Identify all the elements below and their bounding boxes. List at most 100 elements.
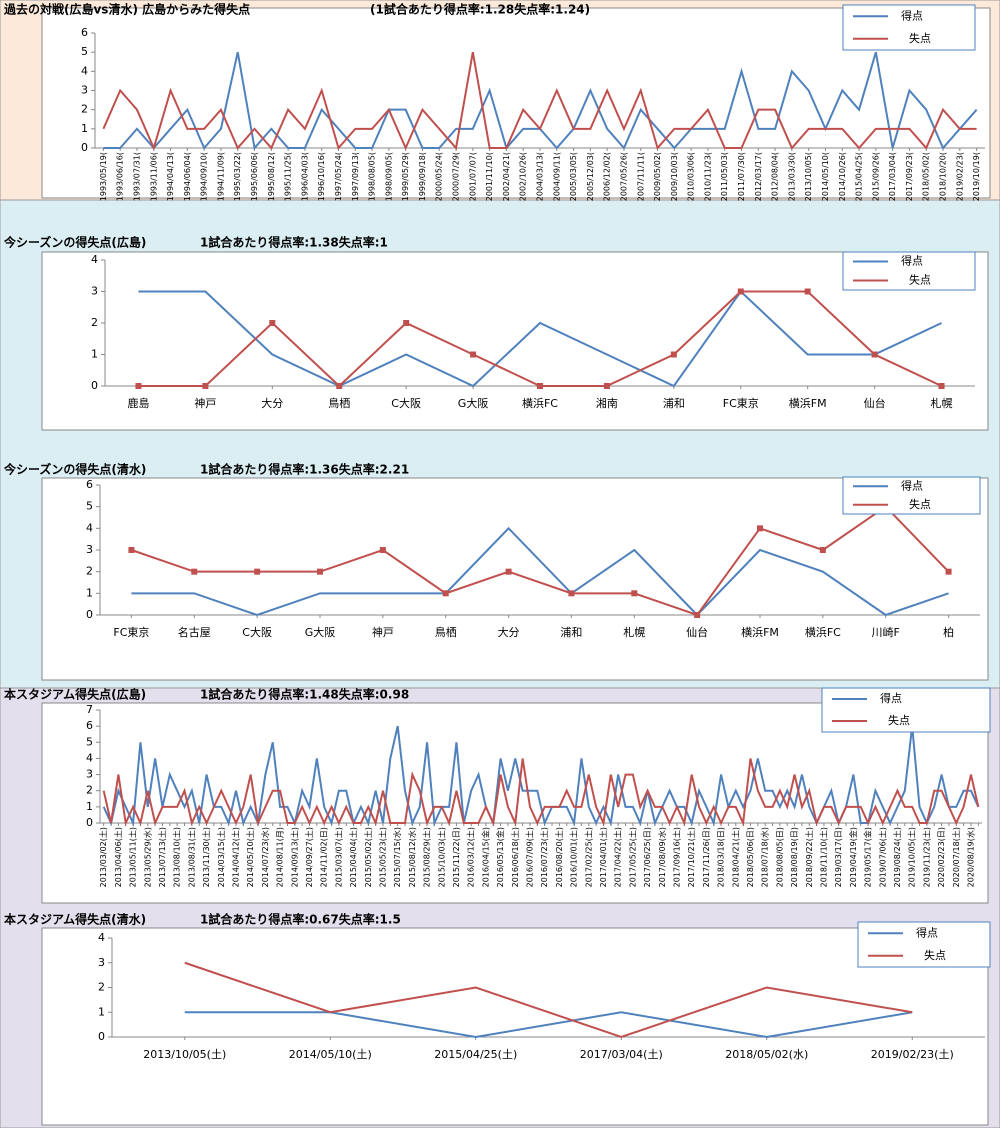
x-tick-label: 1993/06/16( — [116, 152, 125, 201]
x-tick-label: 2018/03/18(日) — [717, 827, 726, 887]
y-tick-label: 2 — [86, 565, 93, 578]
series-line — [131, 505, 950, 617]
x-tick-label: 1996/04/03( — [300, 152, 309, 201]
x-tick-label: 1999/05/29( — [401, 152, 410, 201]
x-tick-label: 2001/11/10( — [485, 152, 494, 201]
x-tick-label: 浦和 — [560, 626, 582, 639]
series-line — [102, 725, 980, 827]
y-tick-label: 2 — [91, 316, 98, 329]
chart-subtitle: 1試合あたり得点率:1.36失点率:2.21 — [200, 462, 409, 477]
x-tick-label: 2016/03/12(土) — [466, 827, 476, 887]
x-tick-label: 1997/05/24( — [334, 152, 343, 201]
x-tick-label: 1994/06/04( — [183, 152, 192, 201]
series-line — [131, 526, 949, 617]
y-tick-label: 0 — [98, 1030, 105, 1043]
x-tick-label: 2004/03/13( — [536, 152, 545, 201]
x-tick-label: 神戸 — [194, 396, 216, 410]
legend-label: 失点 — [909, 274, 931, 287]
x-tick-label: 2007/05/26( — [619, 152, 628, 201]
point-marker — [631, 590, 638, 597]
legend-box — [842, 4, 976, 51]
point-marker — [945, 568, 952, 575]
x-tick-label: 1998/08/05( — [368, 152, 377, 201]
y-tick-label: 3 — [91, 285, 98, 298]
y-tick-label: 3 — [86, 543, 93, 556]
x-tick-label: 1998/09/05( — [384, 152, 393, 201]
x-tick-label: 2016/08/20(土) — [554, 827, 564, 887]
y-tick-label: 6 — [86, 478, 93, 491]
x-tick-label: 2014/11/02(日) — [320, 827, 329, 887]
point-marker — [135, 383, 142, 389]
point-marker — [694, 612, 701, 618]
x-tick-label: 2014/05/10(土) — [245, 827, 255, 887]
x-tick-label: 1995/06/06( — [250, 152, 259, 201]
chart-area — [41, 702, 989, 904]
x-tick-label: 2019/11/23(土) — [921, 827, 931, 887]
x-tick-label: 鳥栖 — [328, 396, 350, 410]
x-tick-label: 2017/04/01(土) — [598, 827, 608, 887]
x-tick-label: 札幌 — [931, 396, 953, 410]
chart-title: 今シーズンの得失点(清水) — [3, 462, 146, 477]
x-tick-label: 2009/10/03( — [670, 152, 679, 201]
y-tick-label: 1 — [81, 122, 88, 135]
y-tick-label: 4 — [86, 521, 93, 534]
x-tick-label: 2015/04/25( — [855, 152, 864, 201]
x-tick-label: 2015/07/15(水) — [392, 827, 402, 887]
x-tick-label: 2018/04/21(土) — [730, 827, 740, 887]
x-tick-label: 2018/05/02( — [922, 152, 931, 201]
point-marker — [938, 383, 945, 389]
x-tick-label: 神戸 — [372, 625, 394, 639]
x-tick-label: 2018/05/06(日) — [746, 827, 755, 887]
x-tick-label: 1993/07/31( — [132, 152, 141, 201]
chart-subtitle: 1試合あたり得点率:1.48失点率:0.98 — [200, 687, 409, 702]
x-tick-label: 2014/08/11(月) — [276, 827, 285, 887]
x-tick-label: 2018/07/18(水) — [760, 827, 770, 887]
x-tick-label: 1996/10/16( — [317, 152, 326, 201]
x-tick-label: 2013/03/02(土) — [98, 827, 108, 887]
x-tick-label: G大阪 — [458, 396, 489, 410]
point-marker — [191, 568, 198, 575]
x-tick-label: 2001/07/07( — [468, 152, 477, 201]
x-tick-label: 2015/04/25(土) — [434, 1048, 517, 1061]
y-tick-label: 3 — [86, 768, 93, 781]
y-tick-label: 3 — [98, 956, 105, 969]
y-tick-label: 1 — [86, 586, 93, 599]
x-tick-label: 1995/08/12( — [267, 152, 276, 201]
x-tick-label: 2016/04/15(金) — [480, 827, 490, 887]
y-tick-label: 5 — [81, 45, 88, 58]
x-tick-label: 2012/03/17( — [754, 152, 763, 201]
x-tick-label: 2005/03/05( — [569, 152, 578, 201]
x-tick-label: 横浜FC — [522, 396, 558, 410]
point-marker — [537, 383, 543, 389]
legend-box — [842, 251, 976, 291]
x-tick-label: 2016/07/09(土) — [524, 827, 534, 887]
x-tick-label: 2000/07/29( — [452, 152, 461, 201]
x-tick-label: 2013/08/10(土) — [172, 827, 182, 887]
legend-label: 失点 — [924, 949, 946, 962]
x-tick-label: 2014/09/27(土) — [304, 827, 314, 887]
x-tick-label: C大阪 — [391, 396, 421, 410]
point-marker — [871, 351, 878, 358]
x-tick-label: 仙台 — [686, 625, 708, 639]
chart-area — [41, 7, 991, 199]
chart-subtitle: (1試合あたり得点率:1.28失点率:1.24) — [370, 2, 590, 17]
point-marker — [403, 320, 410, 326]
x-tick-label: 2017/09/16(土) — [671, 827, 681, 887]
x-tick-label: 鹿島 — [127, 396, 149, 410]
x-tick-label: 2013/11/30(土) — [201, 827, 211, 887]
y-tick-label: 4 — [86, 751, 93, 764]
x-tick-label: 名古屋 — [178, 625, 211, 639]
x-tick-label: 2017/06/25(日) — [643, 827, 652, 887]
x-tick-label: 2015/04/04(土) — [348, 827, 358, 887]
chart-title: 過去の対戦(広島vs清水) 広島からみた得失点 — [3, 2, 250, 17]
chart-area — [41, 477, 989, 681]
x-tick-label: 2019/08/24(土) — [892, 827, 902, 887]
legend-box — [842, 476, 981, 515]
series-line — [138, 289, 942, 388]
series-line — [184, 1011, 913, 1039]
x-tick-label: 2020/08/19(水) — [965, 827, 975, 887]
point-marker — [568, 590, 575, 597]
x-tick-label: 2014/03/15(土) — [216, 827, 226, 887]
x-tick-label: 2013/10/05(土) — [143, 1048, 226, 1061]
y-tick-label: 1 — [98, 1005, 105, 1018]
